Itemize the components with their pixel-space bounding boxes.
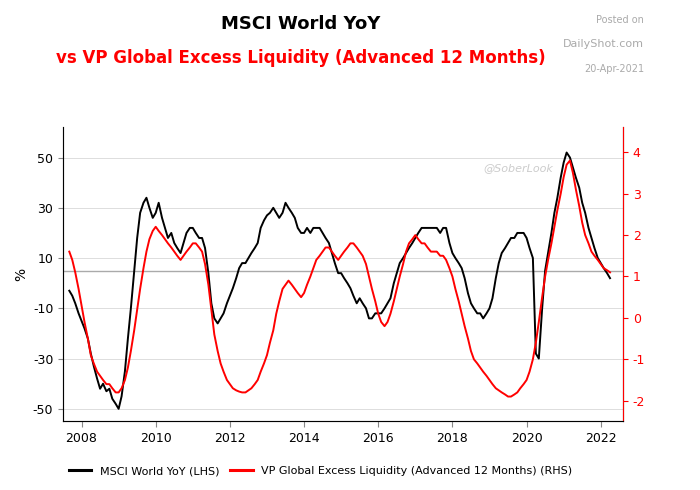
Text: vs VP Global Excess Liquidity (Advanced 12 Months): vs VP Global Excess Liquidity (Advanced … xyxy=(56,49,546,67)
Text: @SoberLook: @SoberLook xyxy=(483,163,553,172)
Text: Posted on: Posted on xyxy=(596,15,644,24)
Text: MSCI World YoY: MSCI World YoY xyxy=(221,15,381,33)
Y-axis label: %: % xyxy=(15,268,29,281)
Text: DailyShot.com: DailyShot.com xyxy=(563,39,644,49)
Legend: MSCI World YoY (LHS), VP Global Excess Liquidity (Advanced 12 Months) (RHS): MSCI World YoY (LHS), VP Global Excess L… xyxy=(64,462,577,481)
Text: 20-Apr-2021: 20-Apr-2021 xyxy=(584,64,644,74)
